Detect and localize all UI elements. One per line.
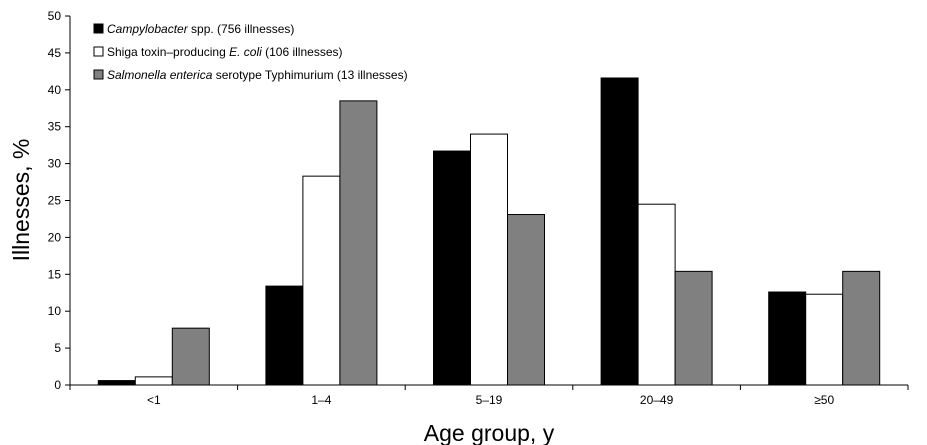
legend-label-part: Salmonella enterica	[107, 68, 213, 82]
legend-label-series3: Salmonella enterica serotype Typhimurium…	[107, 68, 408, 82]
bar-series3-1	[171, 327, 210, 386]
bar-series3-3	[507, 214, 545, 386]
legend-label-series2: Shiga toxin–producing E. coli (106 illne…	[107, 45, 342, 59]
x-tick-label: 5–19	[476, 393, 503, 407]
legend: Campylobacter spp. (756 illnesses) Shiga …	[93, 22, 408, 82]
y-axis-title: Illnesses, %	[8, 139, 34, 262]
bar-series1-3	[433, 150, 471, 386]
bar-series2-3	[470, 133, 508, 386]
legend-label-part: E. coli	[229, 45, 262, 59]
y-tick-label: 15	[48, 267, 62, 281]
x-tick-label: 1–4	[311, 393, 331, 407]
legend-label-part: serotype Typhimurium (13 illnesses)	[212, 68, 407, 82]
legend-swatch-series3	[93, 69, 104, 80]
bar-series1-1	[97, 380, 136, 386]
bar-series3-5	[842, 270, 881, 386]
legend-swatch-series1	[93, 23, 104, 34]
legend-label-series1: Campylobacter spp. (756 illnesses)	[107, 22, 294, 36]
x-tick-label: ≥50	[814, 393, 834, 407]
y-tick-label: 10	[48, 304, 62, 318]
y-tick-label: 30	[48, 157, 62, 171]
bar-series1-2	[265, 285, 304, 386]
bar-series3-4	[674, 270, 713, 386]
y-tick-label: 45	[48, 46, 62, 60]
legend-swatch-series2	[93, 46, 104, 57]
y-tick-label: 5	[54, 341, 61, 355]
bar-series2-4	[637, 203, 676, 386]
legend-label-part: Shiga toxin–producing	[107, 45, 229, 59]
bar-series1-5	[768, 291, 807, 386]
legend-label-part: spp. (756 illnesses)	[188, 22, 295, 36]
x-ticks-group: <1 1–4 5–19 20–49 ≥50	[69, 385, 909, 407]
bar-series3-2	[339, 100, 378, 386]
bar-series2-2	[302, 175, 341, 386]
x-tick-label: <1	[147, 393, 161, 407]
bar-series2-5	[805, 293, 844, 386]
y-tick-label: 35	[48, 120, 62, 134]
bar-series2-1	[134, 376, 173, 386]
y-ticks-group: 0 5 10 15 20 25 30 35 40 45 50	[48, 9, 70, 392]
y-tick-label: 50	[48, 9, 62, 23]
y-tick-label: 40	[48, 83, 62, 97]
legend-label-part: Campylobacter	[107, 22, 189, 36]
y-tick-label: 20	[48, 230, 62, 244]
legend-label-part: (106 illnesses)	[262, 45, 343, 59]
x-tick-label: 20–49	[640, 393, 674, 407]
bars-group	[97, 77, 881, 386]
x-axis-title: Age group, y	[424, 420, 555, 445]
y-tick-label: 0	[54, 378, 61, 392]
y-tick-label: 25	[48, 194, 62, 208]
bar-series1-4	[600, 77, 639, 386]
